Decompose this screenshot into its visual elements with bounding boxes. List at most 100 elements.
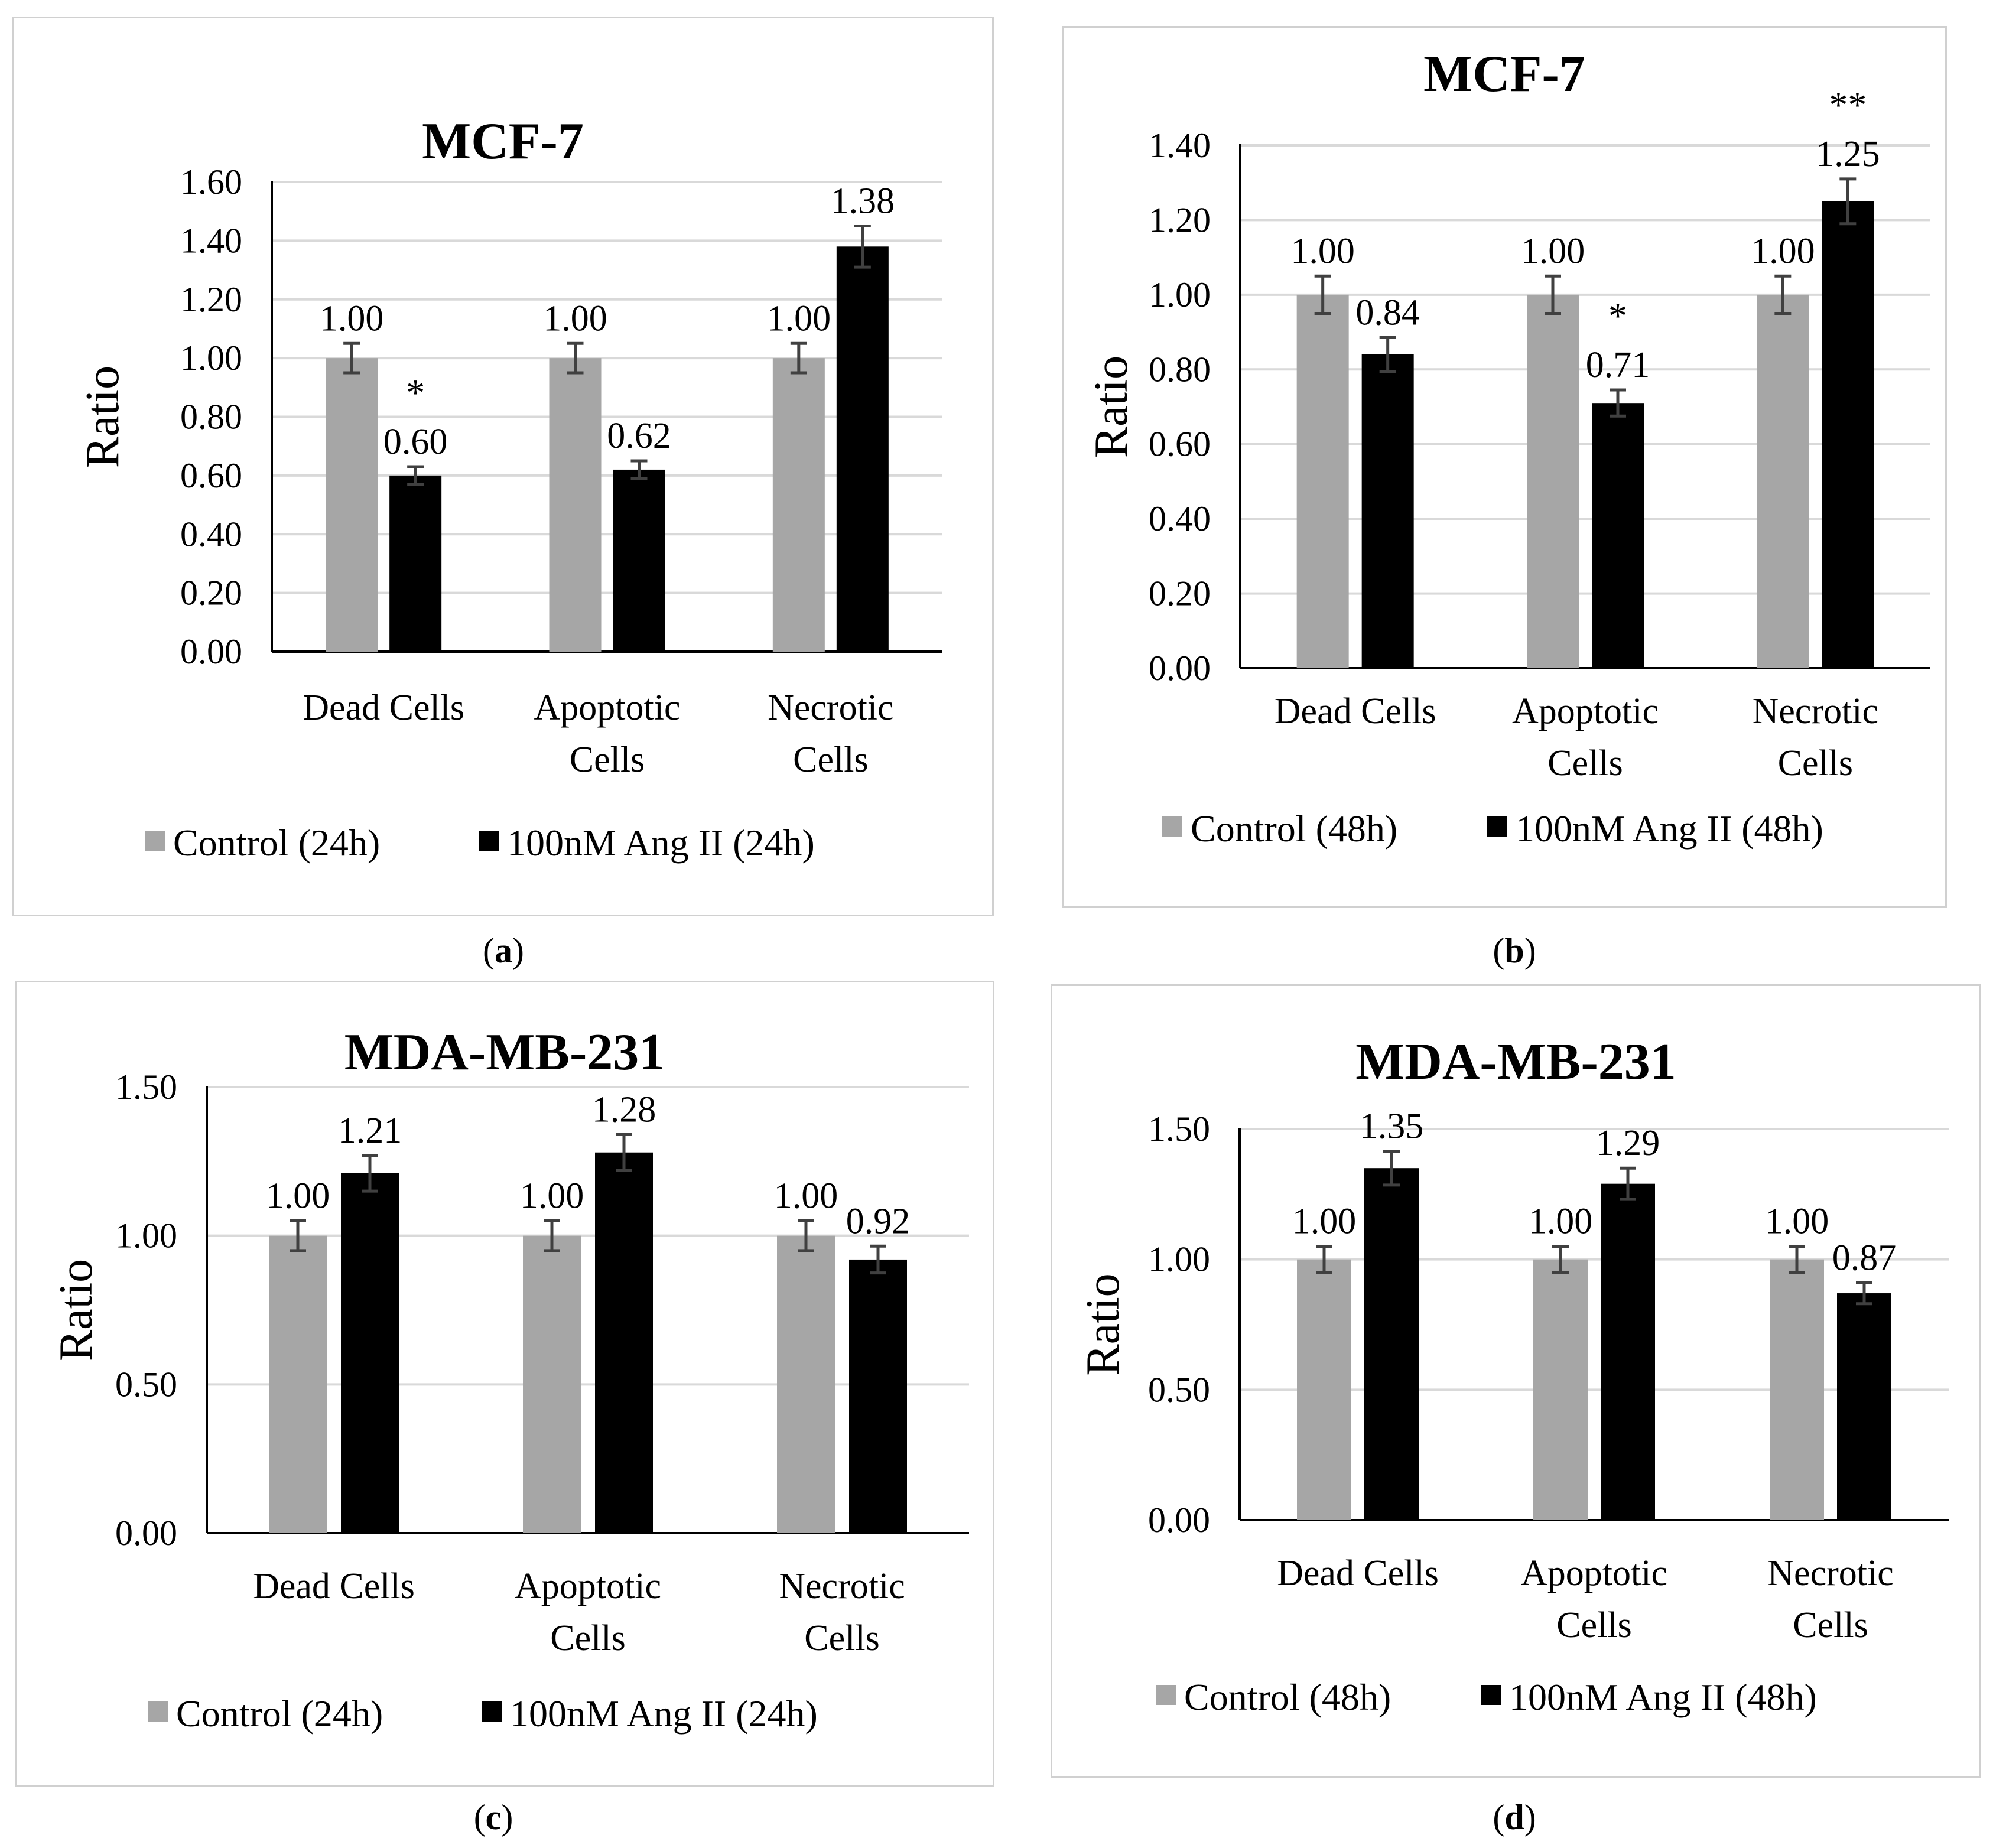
significance-marker: *: [1608, 295, 1627, 337]
y-tick-label: 1.20: [180, 280, 242, 319]
y-tick-label: 0.80: [1149, 350, 1211, 389]
legend-entry: 100nM Ang II (24h): [510, 1693, 818, 1735]
chart-title: MDA-MB-231: [344, 1024, 665, 1081]
data-label: 1.00: [1765, 1202, 1829, 1242]
y-axis-label: Ratio: [50, 1259, 102, 1361]
x-tick-label: Necrotic: [1767, 1553, 1893, 1593]
x-tick-label: Dead Cells: [1275, 691, 1436, 731]
y-tick-label: 0.50: [115, 1365, 177, 1404]
x-tick-label: Apoptotic: [534, 688, 681, 728]
data-label: 1.00: [774, 1176, 838, 1216]
bar: [1601, 1183, 1655, 1520]
data-label: 1.00: [767, 298, 831, 339]
bar: [613, 469, 665, 652]
data-label: 0.92: [846, 1201, 911, 1241]
y-tick-label: 0.20: [1149, 574, 1211, 613]
legend-entry: Control (24h): [173, 822, 380, 864]
caption-c: (c): [473, 1798, 513, 1837]
y-tick-label: 0.00: [115, 1514, 177, 1553]
bar: [269, 1235, 327, 1533]
bar: [1361, 354, 1414, 668]
y-tick-label: 1.40: [180, 221, 242, 260]
caption-d: (d): [1493, 1798, 1536, 1837]
data-label: 1.00: [1521, 231, 1585, 271]
x-tick-label: Cells: [1778, 743, 1853, 783]
data-label: 1.00: [520, 1176, 584, 1216]
x-tick-label: Apoptotic: [1521, 1553, 1667, 1593]
data-label: 1.00: [1751, 231, 1815, 271]
y-tick-label: 0.80: [180, 398, 242, 437]
x-tick-label: Cells: [570, 740, 645, 780]
data-label: 1.38: [831, 181, 895, 222]
bar: [1527, 294, 1579, 668]
bar: [1757, 294, 1809, 668]
y-tick-label: 0.50: [1148, 1370, 1210, 1409]
y-tick-label: 1.00: [1149, 275, 1211, 314]
y-tick-label: 1.40: [1149, 126, 1211, 165]
chart-panel-d: MDA-MB-231 0.00 0.50 1.00 1.50 Ratio 1.00 1.35 D…: [1077, 1033, 1949, 1718]
legend-swatch: [482, 1701, 502, 1722]
chart-title: MCF-7: [422, 113, 584, 170]
panel-a-frame: [12, 17, 994, 916]
bar: [549, 358, 602, 652]
x-tick-label: Dead Cells: [253, 1566, 415, 1606]
y-tick-label: 0.40: [1149, 499, 1211, 538]
data-label: 1.00: [1292, 1202, 1357, 1242]
bar: [595, 1152, 653, 1533]
y-tick-label: 0.60: [180, 456, 242, 495]
data-label: 1.25: [1816, 134, 1880, 174]
legend-swatch: [145, 831, 165, 851]
significance-marker: *: [406, 372, 425, 414]
bar: [1533, 1259, 1588, 1520]
data-label: 1.28: [592, 1090, 656, 1130]
data-label: 1.00: [320, 298, 384, 339]
legend-entry: 100nM Ang II (24h): [507, 822, 815, 864]
legend-entry: Control (48h): [1184, 1676, 1391, 1718]
bar: [1592, 403, 1644, 668]
chart-title: MCF-7: [1423, 45, 1585, 103]
chart-title: MDA-MB-231: [1355, 1033, 1676, 1091]
legend-swatch: [1481, 1685, 1501, 1705]
bar: [1770, 1259, 1824, 1520]
y-tick-label: 1.20: [1149, 200, 1211, 239]
x-tick-label: Cells: [793, 740, 868, 780]
x-tick-label: Cells: [1793, 1605, 1868, 1645]
legend-swatch: [1162, 816, 1182, 837]
legend-swatch: [1156, 1685, 1176, 1705]
bar: [341, 1173, 399, 1533]
x-tick-label: Dead Cells: [1277, 1553, 1439, 1593]
x-tick-label: Cells: [804, 1618, 879, 1658]
data-label: 1.00: [1290, 231, 1355, 271]
data-label: 1.21: [338, 1111, 402, 1151]
data-label: 1.00: [266, 1176, 330, 1216]
bar: [389, 475, 442, 652]
legend-swatch: [479, 831, 499, 851]
y-tick-label: 0.00: [1148, 1501, 1210, 1540]
y-tick-label: 0.40: [180, 515, 242, 554]
y-axis-label: Ratio: [77, 366, 129, 468]
legend-entry: 100nM Ang II (48h): [1516, 808, 1823, 850]
chart-panel-a: MCF-7 0.00 0.20 0.40 0.60 0.80 1.00 1.20 1.40 1.6…: [77, 113, 942, 864]
bar: [1297, 1259, 1351, 1520]
bar: [772, 358, 825, 652]
y-tick-label: 0.00: [1149, 649, 1211, 688]
legend-swatch: [148, 1701, 168, 1722]
data-label: 0.60: [383, 422, 448, 462]
bar: [1837, 1293, 1891, 1520]
y-tick-label: 1.00: [180, 339, 242, 378]
x-tick-label: Necrotic: [1753, 691, 1878, 731]
bar: [1822, 201, 1874, 669]
caption-a: (a): [483, 931, 524, 970]
x-tick-label: Necrotic: [779, 1566, 905, 1606]
y-tick-label: 0.60: [1149, 425, 1211, 464]
x-tick-label: Apoptotic: [1512, 691, 1659, 731]
data-label: 1.00: [1529, 1202, 1593, 1242]
chart-panel-b: MCF-7 0.00 0.20 0.40 0.60 0.80 1.00 1.20 1.40 Rat…: [1085, 45, 1930, 850]
data-label: 0.62: [607, 416, 671, 456]
panel-d-frame: [1051, 984, 1981, 1778]
x-tick-label: Apoptotic: [515, 1566, 661, 1606]
legend-entry: Control (48h): [1191, 808, 1397, 850]
data-label: 1.00: [543, 298, 607, 339]
legend-entry: 100nM Ang II (48h): [1509, 1676, 1817, 1718]
bar: [849, 1259, 907, 1533]
